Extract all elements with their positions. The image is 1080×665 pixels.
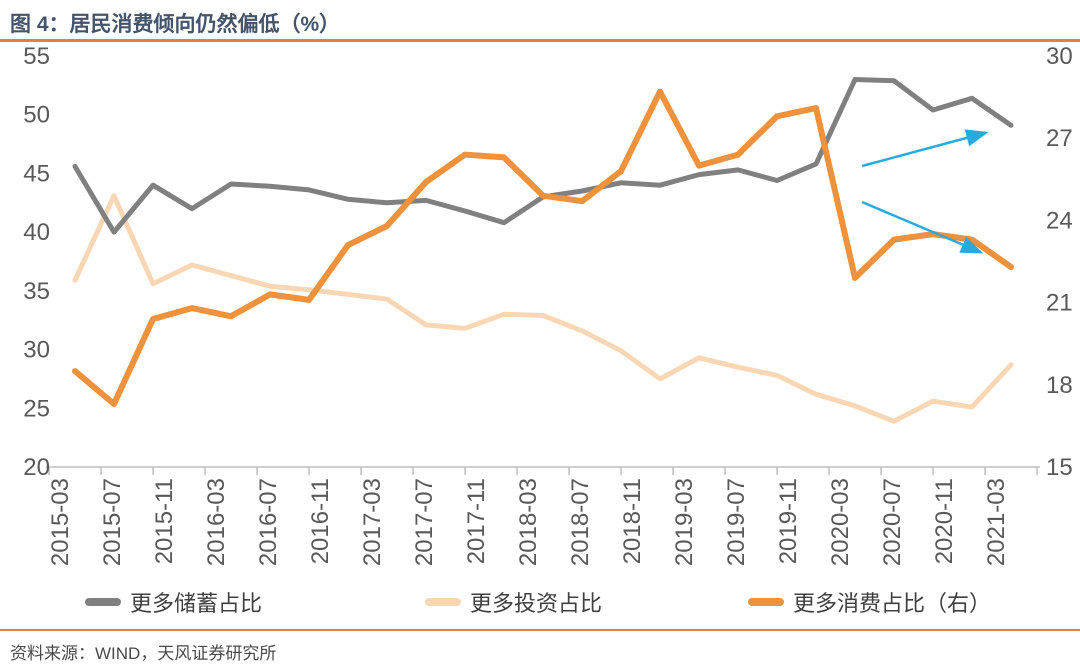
svg-text:18: 18 — [1046, 372, 1073, 399]
svg-text:45: 45 — [23, 160, 50, 187]
legend-item-savings: 更多储蓄占比 — [85, 583, 262, 621]
svg-text:30: 30 — [23, 337, 50, 364]
svg-text:2018-03: 2018-03 — [515, 478, 542, 566]
consumption-line-swatch-icon — [748, 598, 784, 606]
svg-text:2019-11: 2019-11 — [775, 478, 802, 564]
svg-text:20: 20 — [23, 454, 50, 481]
legend-item-investment: 更多投资占比 — [425, 583, 602, 621]
legend-item-consumption: 更多消费占比（右） — [748, 583, 991, 621]
legend-label-investment: 更多投资占比 — [470, 591, 603, 616]
svg-text:2019-03: 2019-03 — [671, 478, 698, 566]
svg-text:40: 40 — [23, 219, 50, 246]
svg-text:2020-11: 2020-11 — [931, 478, 958, 564]
svg-text:2020-07: 2020-07 — [879, 478, 906, 566]
svg-text:27: 27 — [1046, 125, 1073, 152]
svg-text:15: 15 — [1046, 454, 1073, 481]
svg-text:2016-03: 2016-03 — [203, 478, 230, 566]
svg-text:25: 25 — [23, 395, 50, 422]
svg-text:30: 30 — [1046, 43, 1073, 70]
savings-line-swatch-icon — [85, 598, 121, 606]
svg-text:2019-07: 2019-07 — [723, 478, 750, 566]
legend-divider — [0, 629, 1080, 631]
svg-text:21: 21 — [1046, 290, 1073, 317]
title-divider — [0, 39, 1080, 42]
svg-text:2017-03: 2017-03 — [359, 478, 386, 566]
svg-text:55: 55 — [23, 43, 50, 70]
investment-line-swatch-icon — [425, 598, 461, 606]
legend-label-consumption: 更多消费占比（右） — [793, 591, 992, 616]
svg-text:2015-03: 2015-03 — [47, 478, 74, 566]
svg-text:2017-07: 2017-07 — [411, 478, 438, 566]
svg-text:2018-11: 2018-11 — [619, 478, 646, 564]
figure-title: 图 4：居民消费倾向仍然偏低（%） — [10, 13, 341, 36]
legend-label-savings: 更多储蓄占比 — [130, 591, 263, 616]
svg-text:50: 50 — [23, 102, 50, 129]
source-note: 资料来源：WIND，天风证券研究所 — [10, 644, 277, 663]
svg-text:2017-11: 2017-11 — [463, 478, 490, 564]
svg-text:2015-07: 2015-07 — [99, 478, 126, 566]
svg-text:2015-11: 2015-11 — [151, 478, 178, 564]
svg-text:24: 24 — [1046, 207, 1073, 234]
svg-text:2016-11: 2016-11 — [307, 478, 334, 564]
dual-axis-line-chart: 55 50 45 40 35 30 25 20 30 27 24 21 18 15 2015-03 2015-… — [23, 43, 1073, 566]
svg-text:2018-07: 2018-07 — [567, 478, 594, 566]
svg-text:2020-03: 2020-03 — [827, 478, 854, 566]
svg-text:2021-03: 2021-03 — [983, 478, 1010, 566]
svg-text:2016-07: 2016-07 — [255, 478, 282, 566]
chart-legend: 更多储蓄占比 更多投资占比 更多消费占比（右） — [0, 583, 1080, 621]
svg-text:35: 35 — [23, 278, 50, 305]
